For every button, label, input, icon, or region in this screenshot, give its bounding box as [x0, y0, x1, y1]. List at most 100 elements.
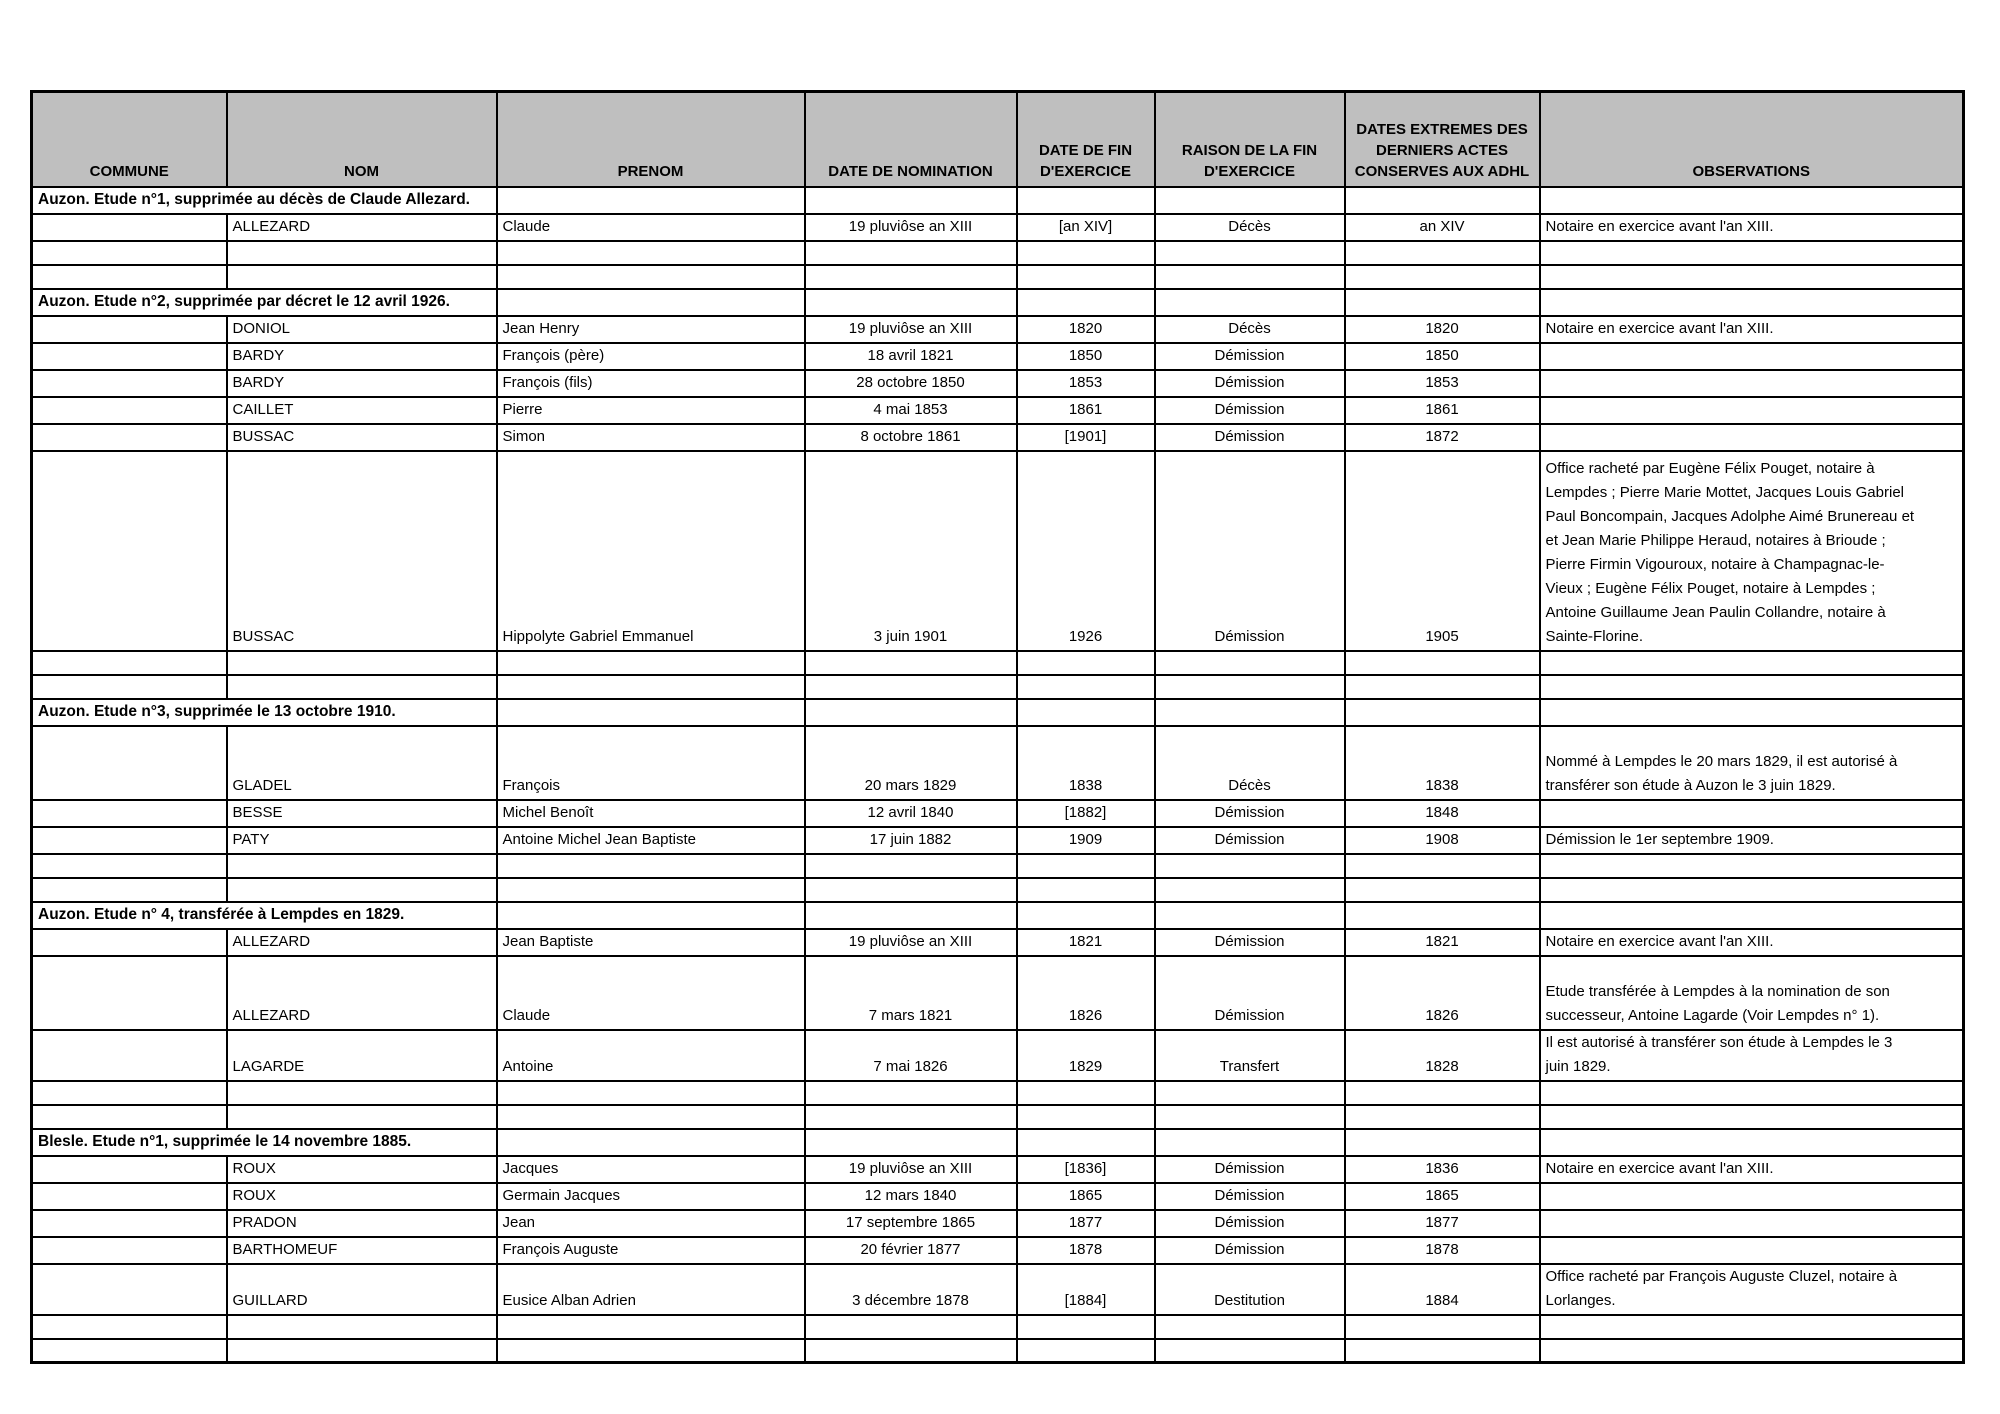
cell-date-fin-exercice: 1821 — [1015, 927, 1156, 957]
cell-prenom — [495, 876, 806, 903]
cell-prenom — [495, 263, 806, 290]
cell-nom: ROUX — [225, 1181, 498, 1211]
cell-date-nomination — [803, 263, 1018, 290]
cell-observations — [1538, 341, 1965, 371]
cell-raison-fin-exercice — [1153, 852, 1346, 879]
cell-commune — [30, 1154, 228, 1184]
cell-date-fin-exercice — [1015, 239, 1156, 266]
cell-dates-extremes: 1865 — [1343, 1181, 1541, 1211]
cell-raison-fin-exercice: Démission — [1153, 395, 1346, 425]
data-row: DONIOL Jean Henry 19 pluviôse an XIII 1820 D… — [30, 314, 1965, 344]
section-title: Auzon. Etude n° 4, transférée à Lempdes … — [30, 900, 498, 930]
section-row: Auzon. Etude n°3, supprimée le 13 octobr… — [30, 697, 1965, 727]
cell-prenom: Antoine — [495, 1028, 806, 1082]
cell-observations: Etude transférée à Lempdes à la nominati… — [1538, 954, 1965, 1031]
blank-row — [30, 263, 1965, 290]
cell-raison-fin-exercice — [1153, 239, 1346, 266]
cell-date-nomination — [803, 697, 1018, 727]
cell-prenom: Michel Benoît — [495, 798, 806, 828]
cell-date-fin-exercice — [1015, 697, 1156, 727]
cell-dates-extremes: 1828 — [1343, 1028, 1541, 1082]
data-row: ROUX Germain Jacques 12 mars 1840 1865 Démis… — [30, 1181, 1965, 1211]
cell-nom: BARDY — [225, 368, 498, 398]
data-row: ROUX Jacques 19 pluviôse an XIII [1836] Démi… — [30, 1154, 1965, 1184]
cell-commune — [30, 673, 228, 700]
cell-dates-extremes: 1838 — [1343, 724, 1541, 801]
cell-prenom — [495, 852, 806, 879]
cell-observations — [1538, 1103, 1965, 1130]
cell-commune — [30, 212, 228, 242]
cell-date-fin-exercice: 1838 — [1015, 724, 1156, 801]
cell-date-fin-exercice: 1865 — [1015, 1181, 1156, 1211]
cell-date-fin-exercice: 1861 — [1015, 395, 1156, 425]
cell-commune — [30, 954, 228, 1031]
cell-date-fin-exercice — [1015, 876, 1156, 903]
cell-prenom — [495, 185, 806, 215]
cell-date-fin-exercice — [1015, 185, 1156, 215]
blank-row — [30, 1079, 1965, 1106]
cell-prenom: François — [495, 724, 806, 801]
cell-date-fin-exercice: [an XIV] — [1015, 212, 1156, 242]
cell-nom: BUSSAC — [225, 422, 498, 452]
cell-commune — [30, 927, 228, 957]
cell-observations — [1538, 876, 1965, 903]
cell-commune — [30, 825, 228, 855]
cell-observations — [1538, 185, 1965, 215]
cell-commune — [30, 724, 228, 801]
cell-raison-fin-exercice: Démission — [1153, 954, 1346, 1031]
cell-date-nomination: 12 avril 1840 — [803, 798, 1018, 828]
cell-nom: ALLEZARD — [225, 212, 498, 242]
cell-nom — [225, 263, 498, 290]
cell-date-fin-exercice — [1015, 900, 1156, 930]
cell-prenom: Jacques — [495, 1154, 806, 1184]
cell-date-fin-exercice — [1015, 1313, 1156, 1340]
cell-raison-fin-exercice: Démission — [1153, 1181, 1346, 1211]
cell-dates-extremes: 1848 — [1343, 798, 1541, 828]
cell-raison-fin-exercice — [1153, 1313, 1346, 1340]
cell-commune — [30, 263, 228, 290]
cell-prenom — [495, 1103, 806, 1130]
cell-observations — [1538, 1208, 1965, 1238]
cell-commune — [30, 395, 228, 425]
cell-commune — [30, 341, 228, 371]
column-header-date-fin-exercice: DATE DE FIN D'EXERCICE — [1015, 90, 1156, 188]
table-body: Auzon. Etude n°1, supprimée au décès de … — [30, 185, 1965, 1364]
data-row: BARDY François (fils) 28 octobre 1850 1853 D… — [30, 368, 1965, 398]
cell-dates-extremes — [1343, 1313, 1541, 1340]
cell-date-nomination: 19 pluviôse an XIII — [803, 927, 1018, 957]
cell-nom: BESSE — [225, 798, 498, 828]
cell-commune — [30, 1313, 228, 1340]
cell-observations — [1538, 1181, 1965, 1211]
data-row: BARTHOMEUF François Auguste 20 février 187… — [30, 1235, 1965, 1265]
blank-row — [30, 649, 1965, 676]
cell-nom: PRADON — [225, 1208, 498, 1238]
cell-prenom — [495, 1337, 806, 1364]
cell-nom: CAILLET — [225, 395, 498, 425]
cell-nom: DONIOL — [225, 314, 498, 344]
cell-date-nomination: 7 mars 1821 — [803, 954, 1018, 1031]
cell-raison-fin-exercice — [1153, 263, 1346, 290]
section-title: Auzon. Etude n°3, supprimée le 13 octobr… — [30, 697, 498, 727]
cell-date-fin-exercice — [1015, 1337, 1156, 1364]
data-row: CAILLET Pierre 4 mai 1853 1861 Démission 1861 — [30, 395, 1965, 425]
cell-date-fin-exercice — [1015, 649, 1156, 676]
cell-dates-extremes: an XIV — [1343, 212, 1541, 242]
cell-dates-extremes — [1343, 673, 1541, 700]
cell-date-nomination — [803, 876, 1018, 903]
section-row: Auzon. Etude n°1, supprimée au décès de … — [30, 185, 1965, 215]
cell-date-fin-exercice: 1853 — [1015, 368, 1156, 398]
cell-date-fin-exercice — [1015, 1103, 1156, 1130]
cell-date-nomination: 3 juin 1901 — [803, 449, 1018, 652]
column-header-commune: COMMUNE — [30, 90, 228, 188]
cell-observations: Office racheté par Eugène Félix Pouget, … — [1538, 449, 1965, 652]
cell-prenom — [495, 287, 806, 317]
cell-date-fin-exercice: 1829 — [1015, 1028, 1156, 1082]
cell-observations — [1538, 649, 1965, 676]
cell-raison-fin-exercice: Transfert — [1153, 1028, 1346, 1082]
cell-raison-fin-exercice: Destitution — [1153, 1262, 1346, 1316]
section-row: Auzon. Etude n° 4, transférée à Lempdes … — [30, 900, 1965, 930]
cell-dates-extremes: 1821 — [1343, 927, 1541, 957]
cell-commune — [30, 1079, 228, 1106]
cell-date-nomination — [803, 1313, 1018, 1340]
cell-nom — [225, 1079, 498, 1106]
